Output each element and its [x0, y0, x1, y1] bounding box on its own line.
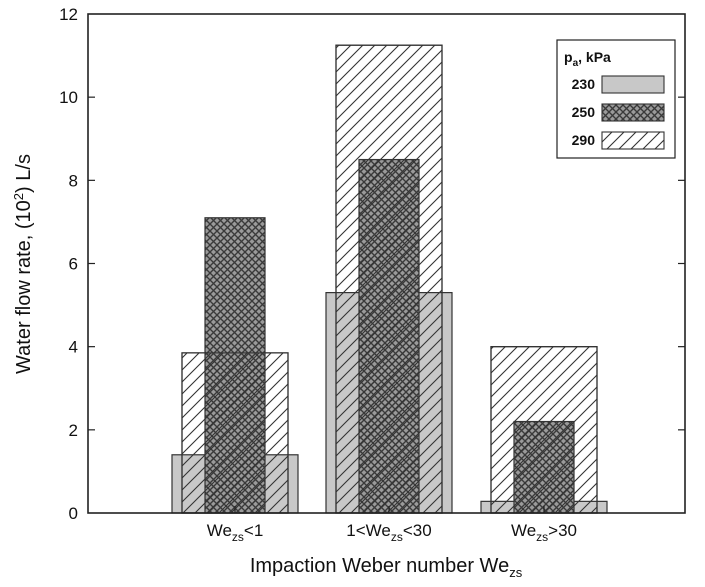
- x-axis-title-main: Impaction Weber number We: [250, 555, 509, 577]
- category-label-post: >30: [548, 521, 577, 540]
- category-label-pre: We: [511, 521, 536, 540]
- y-tick-label: 6: [69, 255, 78, 274]
- legend-title-main: p: [564, 49, 573, 65]
- x-axis-title: Impaction Weber number Wezs: [250, 555, 523, 580]
- legend-swatch-250: [601, 103, 665, 122]
- y-tick-label: 12: [59, 5, 78, 24]
- bar-290-hatch-cat2: [335, 44, 443, 514]
- x-axis-title-sub: zs: [509, 565, 523, 580]
- y-tick-label: 8: [69, 171, 78, 190]
- bar-290-hatch-cat1: [181, 352, 289, 514]
- category-label-sub: zs: [536, 530, 548, 544]
- bars-layer: [171, 44, 608, 514]
- category-label: 1<Wezs<30: [346, 521, 431, 544]
- legend-title-rest: , kPa: [578, 49, 611, 65]
- category-label: Wezs>30: [511, 521, 577, 544]
- category-label-post: <30: [403, 521, 432, 540]
- legend-swatch-290: [601, 131, 665, 150]
- legend-label-290: 290: [572, 132, 596, 148]
- y-tick-label: 4: [69, 338, 78, 357]
- bar-290-hatch-cat3: [490, 346, 598, 514]
- category-label: Wezs<1: [207, 521, 264, 544]
- category-label-post: <1: [244, 521, 263, 540]
- y-tick-label: 2: [69, 421, 78, 440]
- category-label-sub: zs: [232, 530, 244, 544]
- legend-title: pa, kPa: [564, 49, 611, 69]
- y-tick-label: 10: [59, 88, 78, 107]
- legend: pa, kPa 230 250 290: [556, 39, 676, 159]
- y-axis-title-sup: 2: [11, 193, 26, 200]
- x-axis: Wezs<1 1<Wezs<30 Wezs>30: [207, 506, 577, 544]
- y-axis: 0 2 4 6 8 10 12: [59, 5, 685, 523]
- legend-label-250: 250: [572, 104, 596, 120]
- legend-title-sub: a: [573, 58, 579, 69]
- legend-label-230: 230: [572, 76, 596, 92]
- y-tick-label: 0: [69, 504, 78, 523]
- y-axis-title-main: Water flow rate, (10: [13, 200, 35, 374]
- y-axis-title: Water flow rate, (102) L/s: [11, 154, 35, 374]
- y-axis-title-unit: ) L/s: [13, 154, 35, 193]
- category-label-pre: We: [207, 521, 232, 540]
- category-label-sub: zs: [391, 530, 403, 544]
- legend-swatch-230: [601, 75, 665, 94]
- category-label-pre: 1<We: [346, 521, 391, 540]
